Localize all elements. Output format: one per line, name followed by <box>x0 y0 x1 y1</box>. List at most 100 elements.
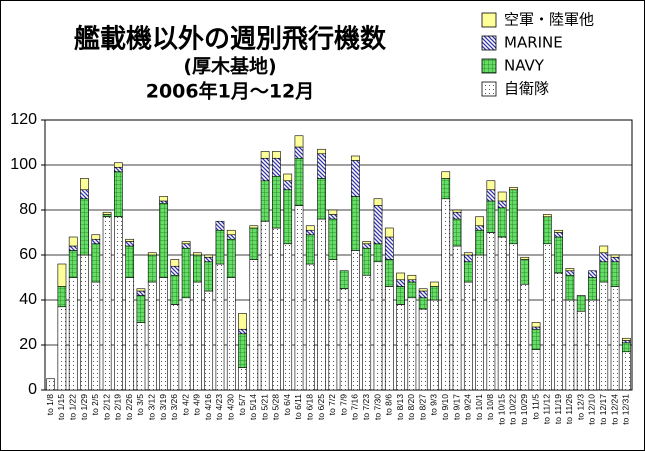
bar-segment <box>125 245 135 278</box>
bar-segment <box>305 263 315 391</box>
x-tick-label: to 6/18 <box>305 394 315 420</box>
bar-segment <box>520 283 530 391</box>
x-tick-label: to 3/26 <box>169 394 179 420</box>
bar-segment <box>328 259 338 391</box>
x-tick-label: to 2/19 <box>113 394 123 420</box>
legend-swatch <box>481 81 497 97</box>
bar-segment <box>91 238 101 245</box>
chart-subtitle: (厚木基地) <box>183 55 276 78</box>
x-tick-label: to 11/26 <box>564 394 574 424</box>
bar-segment <box>452 245 462 391</box>
x-tick-label: to 11/5 <box>530 394 540 420</box>
bar-segment <box>102 211 112 215</box>
bar-segment <box>80 254 89 391</box>
bar-segment <box>475 225 484 231</box>
bar-segment <box>294 135 304 148</box>
bar-segment <box>554 229 563 233</box>
x-tick-label: to 9/24 <box>463 394 473 420</box>
bar-segment <box>452 211 462 220</box>
bar-segment <box>497 207 507 238</box>
bar-segment <box>463 261 473 283</box>
bar-segment <box>531 349 541 391</box>
bar-segment <box>362 243 372 249</box>
x-tick-label: to 8/6 <box>384 394 394 416</box>
bar-segment <box>610 254 620 258</box>
bar-segment <box>418 288 428 292</box>
bar-segment <box>91 243 101 283</box>
bar-segment <box>441 171 451 179</box>
bar-segment <box>430 281 439 287</box>
x-tick-label: to 12/3 <box>575 394 585 420</box>
bar-segment <box>238 367 247 391</box>
bar-segment <box>430 286 439 301</box>
legend-label: MARINE <box>504 34 563 52</box>
bar-segment <box>91 281 101 391</box>
bar-segment <box>181 243 191 249</box>
bar-segment <box>181 247 191 299</box>
x-tick-label: to 9/17 <box>451 394 461 420</box>
bar-segment <box>80 178 89 191</box>
bar-segment <box>80 198 89 256</box>
x-tick-label: to 4/9 <box>192 394 202 416</box>
x-tick-label: to 10/29 <box>519 394 529 425</box>
bar-segment <box>565 270 575 276</box>
bar-segment <box>125 238 135 242</box>
bar-segment <box>339 270 349 290</box>
bar-segment <box>351 155 360 161</box>
y-tick-label: 20 <box>19 336 37 353</box>
x-tick-label: to 2/26 <box>124 394 134 420</box>
bar-segment <box>407 297 417 391</box>
chart-title: 艦載機以外の週別飛行機数 <box>74 24 387 55</box>
x-tick-label: to 11/12 <box>542 394 552 424</box>
bar-segment <box>520 259 530 285</box>
bar-segment <box>215 229 225 265</box>
bar-segment <box>46 378 56 391</box>
bar-segment <box>373 243 383 263</box>
legend-label: NAVY <box>504 57 545 75</box>
legend-label: 空軍・陸軍他 <box>504 11 594 29</box>
bar-segment <box>317 218 326 391</box>
bar-segment <box>147 252 157 256</box>
bar-segment <box>396 272 405 281</box>
x-tick-label: to 12/24 <box>609 394 619 425</box>
bar-segment <box>497 200 507 209</box>
legend-swatch <box>481 12 497 28</box>
x-tick-label: to 8/20 <box>406 394 416 420</box>
bar-segment <box>384 227 394 238</box>
bar-segment <box>509 189 518 245</box>
y-tick-label: 0 <box>28 381 37 398</box>
bar-segment <box>452 218 462 247</box>
bar-segment <box>452 209 462 213</box>
bar-segment <box>80 189 89 200</box>
bar-segment <box>441 178 451 200</box>
bar-segment <box>260 157 270 182</box>
bar-segment <box>407 274 417 281</box>
bar-segment <box>249 227 259 260</box>
bar-segment <box>136 288 146 292</box>
bar-segment <box>305 234 315 265</box>
bar-segment <box>68 250 78 278</box>
bar-segment <box>554 232 563 238</box>
x-tick-label: to 5/14 <box>248 394 258 420</box>
x-tick-label: to 3/12 <box>146 394 156 420</box>
bar-segment <box>621 342 631 353</box>
bar-segment <box>384 286 394 391</box>
bar-segment <box>441 198 451 391</box>
bar-segment <box>102 214 112 218</box>
bar-segment <box>68 236 78 247</box>
x-tick-label: to 12/31 <box>621 394 631 425</box>
bar-segment <box>610 286 620 391</box>
bar-segment <box>57 286 67 308</box>
x-tick-label: to 10/8 <box>485 394 495 420</box>
bar-segment <box>170 265 180 276</box>
x-tick-label: to 2/12 <box>101 394 111 420</box>
bar-segment <box>351 160 360 197</box>
bar-segment <box>170 259 180 267</box>
x-tick-label: to 9/10 <box>440 394 450 420</box>
bar-segment <box>136 322 146 391</box>
bar-segment <box>238 313 247 330</box>
bar-segment <box>317 153 326 179</box>
x-tick-label: to 4/16 <box>203 394 213 420</box>
bar-segment <box>384 236 394 260</box>
